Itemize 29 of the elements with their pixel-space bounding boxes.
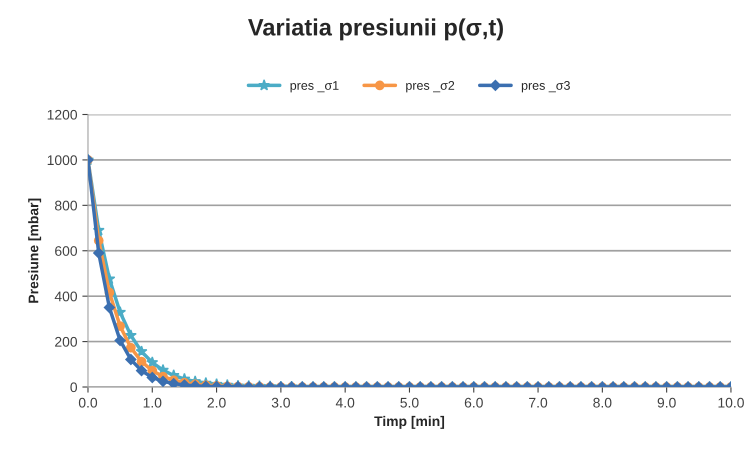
x-tick-label: 10.0 [718,398,744,408]
x-tick-label: 5.0 [400,398,419,408]
y-tick-label: 200 [55,336,78,347]
y-tick-label: 1200 [48,110,78,120]
x-axis-title: Timp [min] [374,416,444,429]
legend-label: pres _σ3 [522,81,570,92]
x-tick-label: 3.0 [272,398,290,408]
x-tick-label: 4.0 [336,398,354,408]
point [126,342,136,353]
point [124,329,137,341]
legend-label: pres _σ2 [406,81,454,92]
x-tick-label: 6.0 [464,398,483,408]
point [136,356,146,366]
x-tick-label: 0.0 [78,398,98,408]
y-tick-label: 400 [54,292,78,302]
x-tick-label: 1.0 [144,398,162,408]
point [146,356,158,368]
x-tick-label: 7.0 [529,398,548,408]
y-axis-title: Presiune [mbar] [28,198,42,303]
y-tick-label: 0 [70,382,78,392]
x-tick-label: 9.0 [658,398,676,408]
chart-title: Variatia presiunii p(σ,t) [248,18,503,40]
y-tick-label: 1000 [48,155,78,166]
y-tick-label: 800 [55,200,78,211]
y-tick-label: 600 [55,246,78,256]
x-tick-label: 2.0 [208,398,226,408]
x-tick-label: 8.0 [593,398,612,408]
legend-label: pres _σ1 [290,81,339,92]
point [136,345,148,357]
